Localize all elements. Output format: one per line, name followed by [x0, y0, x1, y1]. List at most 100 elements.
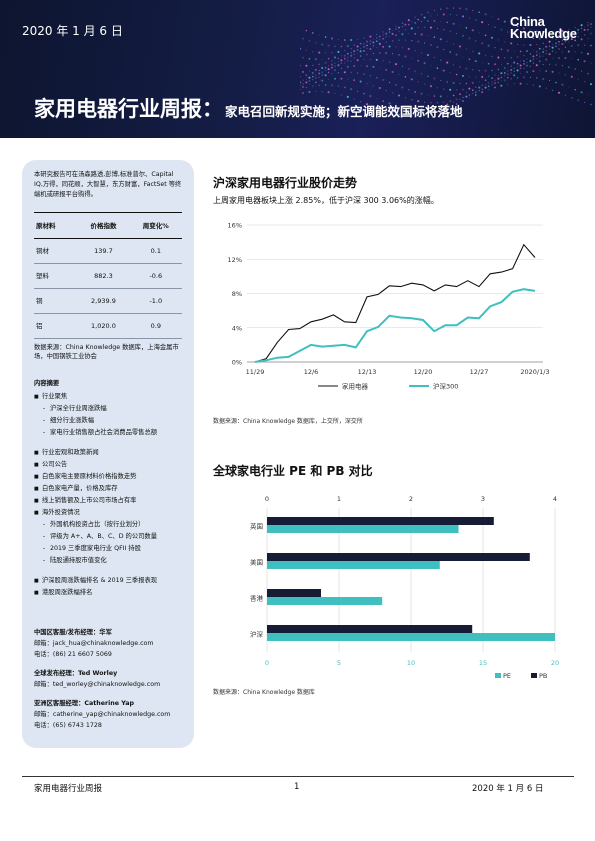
- contact-email[interactable]: 邮箱：ted_worley@chinaknowledge.com: [34, 681, 161, 688]
- particle-dot: [369, 43, 371, 45]
- particle-dot: [446, 21, 448, 24]
- particle-dot: [468, 97, 470, 99]
- particle-dot: [433, 9, 435, 12]
- particle-dot: [552, 57, 554, 60]
- particle-dot: [478, 69, 480, 72]
- particle-dot: [440, 8, 442, 10]
- particle-dot: [401, 26, 403, 28]
- particle-dot: [353, 53, 355, 56]
- particle-dot: [365, 53, 369, 56]
- particle-dot: [577, 28, 580, 31]
- particle-dot: [587, 94, 589, 96]
- stock-trend-line-chart: 0% 4% 8% 12% 16% 11/29 12/6 12/13 12/20 12/27 2020…: [228, 222, 550, 391]
- particle-dot: [369, 75, 371, 77]
- particle-dot: [587, 21, 589, 24]
- contact-block: 全球发布经理：Ted Worley 邮箱：ted_worley@chinaknow…: [34, 668, 182, 690]
- particle-dot: [561, 42, 564, 46]
- particle-dot: [452, 43, 455, 45]
- particle-dot: [382, 31, 384, 33]
- particle-dot: [493, 82, 497, 85]
- particle-dot: [459, 66, 461, 68]
- particle-dot: [360, 47, 362, 49]
- particle-dot: [430, 44, 432, 46]
- particle-dot: [481, 42, 483, 45]
- particle-dot: [366, 65, 368, 67]
- particle-dot: [497, 77, 500, 80]
- page-number: 1: [294, 782, 300, 792]
- particle-dot: [523, 55, 525, 57]
- particle-dot: [545, 49, 547, 52]
- particle-dot: [532, 84, 535, 86]
- particle-dot: [443, 28, 445, 31]
- contacts: 中国区客服/发布经理：华军 邮箱：jack_hua@chinaknowledge.…: [34, 627, 182, 731]
- contact-email[interactable]: 邮箱：jack_hua@chinaknowledge.com: [34, 640, 154, 647]
- toc-item: 2019 三季度家电行业 QFII 持股: [34, 543, 182, 555]
- particle-dot: [474, 60, 477, 63]
- particle-dot: [497, 18, 500, 20]
- particle-dot: [525, 64, 529, 67]
- particle-dot: [334, 65, 336, 67]
- pe-tick-label: 10: [407, 659, 415, 667]
- particle-dot: [548, 40, 551, 43]
- particle-dot: [519, 34, 522, 38]
- particle-dot: [503, 20, 506, 23]
- bar-pb: [267, 625, 473, 633]
- particle-dot: [417, 40, 420, 43]
- particle-dot: [395, 25, 397, 27]
- legend-label: 家用电器: [342, 382, 369, 391]
- particle-dot: [429, 85, 433, 88]
- particle-dot: [481, 88, 483, 90]
- particle-dot: [365, 40, 369, 43]
- particle-dot: [478, 89, 480, 92]
- particle-dot: [315, 90, 317, 93]
- particle-dot: [532, 70, 535, 73]
- particle-dot: [471, 29, 474, 32]
- particle-dot: [388, 102, 391, 105]
- particle-dot: [584, 101, 586, 104]
- particle-dot: [583, 60, 586, 63]
- particle-dot: [391, 92, 394, 94]
- particle-dot: [584, 44, 586, 46]
- particle-dot: [430, 112, 432, 114]
- table-cell: 1,020.0: [77, 313, 130, 339]
- particle-dot: [353, 98, 355, 100]
- particle-dot: [353, 50, 356, 53]
- particle-dot: [449, 51, 451, 53]
- particle-dot: [549, 48, 551, 50]
- particle-dot: [549, 31, 551, 33]
- category-label: 美国: [250, 558, 263, 567]
- particle-dot: [571, 97, 573, 99]
- pe-tick-label: 15: [479, 659, 487, 667]
- particle-dot: [481, 75, 484, 79]
- particle-dot: [567, 50, 570, 53]
- particle-dot: [536, 43, 538, 45]
- particle-dot: [561, 36, 564, 38]
- particle-dot: [372, 65, 375, 68]
- particle-dot: [408, 67, 410, 70]
- y-tick-label: 8%: [232, 290, 242, 298]
- contact-email[interactable]: 邮箱：catherine_yap@chinaknowledge.com: [34, 711, 171, 718]
- particle-dot: [315, 81, 317, 84]
- particle-dot: [389, 81, 391, 83]
- particle-dot: [510, 56, 512, 59]
- particle-dot: [353, 44, 355, 46]
- particle-dot: [587, 38, 589, 40]
- particle-dot: [440, 105, 442, 108]
- toc-item: 沪深全行业周涨跌幅: [34, 403, 182, 415]
- particle-dot: [407, 47, 410, 50]
- particle-dot: [478, 81, 480, 83]
- particle-dot: [577, 58, 579, 61]
- particle-dot: [363, 92, 365, 95]
- particle-dot: [500, 84, 503, 87]
- particle-dot: [558, 40, 560, 43]
- particle-dot: [427, 35, 429, 37]
- header-banner: 2020 年 1 月 6 日 China Knowledge 家用电器行业周报：…: [0, 0, 595, 138]
- particle-dot: [321, 71, 323, 73]
- table-cell: 139.7: [77, 238, 130, 264]
- particle-dot: [318, 69, 320, 72]
- particle-dot: [327, 91, 330, 94]
- particle-dot: [401, 86, 404, 89]
- particle-dot: [456, 89, 458, 91]
- bar-pe: [267, 525, 459, 533]
- particle-dot: [504, 41, 506, 43]
